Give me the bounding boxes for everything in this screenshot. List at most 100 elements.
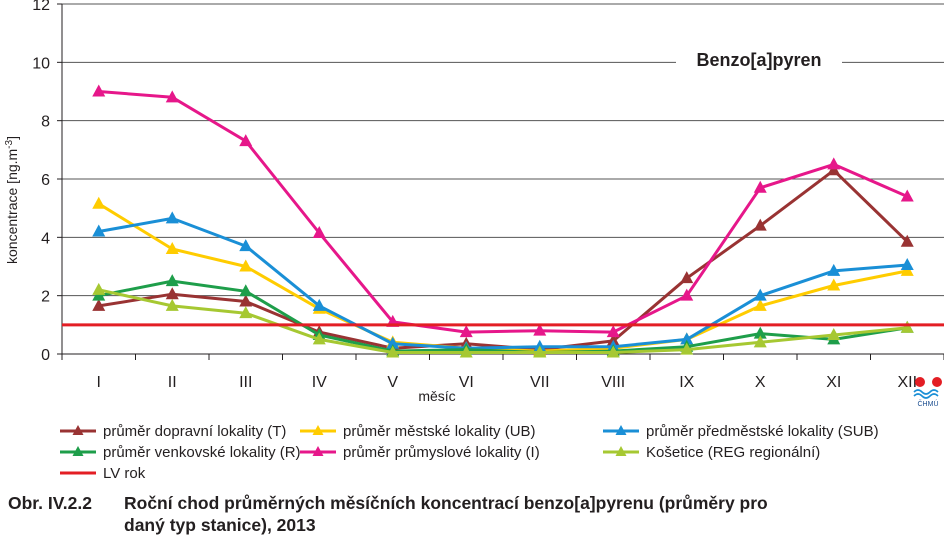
legend-item-3: průměr předměstské lokality (SUB) — [603, 423, 879, 440]
x-tick-label-XII: XII — [897, 374, 917, 391]
legend-label-2: průměr městské lokality (UB) — [343, 423, 536, 440]
x-axis-ticks: I II III IV V VI VII VIII IX X XI XII — [61, 354, 944, 391]
series-line-5 — [98, 90, 908, 334]
legend-marker-6 — [615, 446, 627, 456]
series-4-point-III — [239, 284, 253, 297]
x-tick-label-V: V — [387, 374, 398, 391]
series-2-point-I — [92, 196, 106, 209]
series-5-point-XI — [827, 157, 841, 170]
annotation-text: Benzo[a]pyren — [696, 50, 821, 70]
caption-text-1: Roční chod průměrných měsíčních koncentr… — [124, 493, 768, 513]
legend-label-6: Košetice (REG regionální) — [646, 444, 820, 461]
series-5-point-IX — [680, 288, 694, 301]
series-5-point-VIII — [606, 325, 620, 338]
series-2-point-XI — [827, 278, 841, 291]
legend-marker-5 — [312, 446, 324, 456]
y-tick-label-10: 10 — [32, 55, 50, 72]
series-6-point-I — [92, 282, 106, 295]
series-line-2 — [98, 202, 908, 353]
series-5-point-VII — [533, 323, 547, 336]
series-line-3 — [98, 216, 908, 350]
legend-item-6: Košetice (REG regionální) — [603, 444, 820, 461]
series-5-point-IV — [312, 225, 326, 238]
y-tick-label-2: 2 — [41, 289, 50, 306]
series-6-point-X — [753, 335, 767, 348]
x-axis-label: měsíc — [418, 388, 455, 404]
figure-caption: Obr. IV.2.2 Roční chod průměrných měsíční… — [8, 492, 938, 536]
series-6-point-V — [386, 345, 400, 358]
series-2-point-X — [753, 298, 767, 311]
series-5-point-II — [165, 90, 179, 103]
series-2-point-III — [239, 259, 253, 272]
y-tick-label-6: 6 — [41, 172, 50, 189]
series-1-point-II — [165, 287, 179, 300]
series-6-point-VI — [459, 345, 473, 358]
legend-marker-4 — [72, 446, 84, 456]
x-tick-label-VII: VII — [530, 374, 550, 391]
series-5-point-XII — [900, 189, 914, 202]
legend-item-5: průměr průmyslové lokality (I) — [300, 444, 540, 461]
series-5-point-VI — [459, 325, 473, 338]
x-tick-label-VIII: VIII — [601, 374, 625, 391]
legend-item-2: průměr městské lokality (UB) — [300, 423, 536, 440]
x-tick-label-III: III — [239, 374, 252, 391]
y-axis-ticks: 0 2 4 6 8 10 12 — [32, 0, 62, 364]
legend-label-3: průměr předměstské lokality (SUB) — [646, 423, 879, 440]
logo-text: ČHMÚ — [918, 399, 939, 408]
series-3-point-IX — [680, 332, 694, 345]
series-1-point-III — [239, 294, 253, 307]
series-lines — [92, 84, 914, 358]
series-6-point-IX — [680, 342, 694, 355]
y-tick-label-12: 12 — [32, 0, 50, 14]
series-6-point-III — [239, 306, 253, 319]
series-5 — [92, 84, 914, 338]
logo-dot-right — [932, 377, 942, 387]
legend-label-1: průměr dopravní lokality (T) — [103, 423, 286, 440]
series-6-point-VIII — [606, 345, 620, 358]
legend-label-5: průměr průmyslové lokality (I) — [343, 444, 540, 461]
series-3-point-III — [239, 239, 253, 252]
x-tick-label-IV: IV — [312, 374, 327, 391]
series-6-point-II — [165, 298, 179, 311]
series-3-point-IV — [312, 298, 326, 311]
chmu-logo: ČHMÚ — [913, 377, 942, 408]
series-3-point-V — [386, 336, 400, 349]
y-tick-label-0: 0 — [41, 347, 50, 364]
series-3-point-I — [92, 224, 106, 237]
series-3-point-XII — [900, 258, 914, 271]
legend-marker-3 — [615, 425, 627, 435]
series-line-4 — [98, 279, 908, 354]
legend-item-1: průměr dopravní lokality (T) — [60, 423, 286, 440]
legend: průměr dopravní lokality (T) průměr městs… — [60, 423, 879, 482]
chart-annotation: Benzo[a]pyren — [676, 44, 842, 74]
series-5-point-X — [753, 180, 767, 193]
series-3-point-X — [753, 288, 767, 301]
legend-item-7: LV rok — [60, 465, 146, 482]
series-5-point-III — [239, 134, 253, 147]
series-5-point-I — [92, 84, 106, 97]
caption-line-1: Obr. IV.2.2 Roční chod průměrných měsíční… — [8, 492, 938, 514]
caption-line-2: daný typ stanice), 2013 — [124, 515, 316, 535]
series-6-point-VII — [533, 345, 547, 358]
series-1-point-IX — [680, 271, 694, 284]
series-4-point-X — [753, 326, 767, 339]
legend-marker-2 — [312, 425, 324, 435]
series-line-6 — [98, 288, 908, 354]
legend-label-4: průměr venkovské lokality (R) — [103, 444, 301, 461]
legend-label-7: LV rok — [103, 465, 146, 482]
legend-marker-1 — [72, 425, 84, 435]
x-tick-label-II: II — [168, 374, 177, 391]
legend-item-4: průměr venkovské lokality (R) — [60, 444, 301, 461]
y-axis-label: koncentrace [ng.m-3] — [4, 136, 20, 264]
caption-number: Obr. IV.2.2 — [8, 493, 92, 513]
x-tick-label-X: X — [755, 374, 766, 391]
series-6-point-XII — [900, 320, 914, 333]
x-tick-label-I: I — [97, 374, 101, 391]
series-6-point-IV — [312, 332, 326, 345]
series-3-point-XI — [827, 263, 841, 276]
logo-waves — [913, 389, 939, 399]
series-1-point-XII — [900, 234, 914, 247]
annotation-background — [676, 44, 842, 74]
series-6 — [92, 282, 914, 358]
